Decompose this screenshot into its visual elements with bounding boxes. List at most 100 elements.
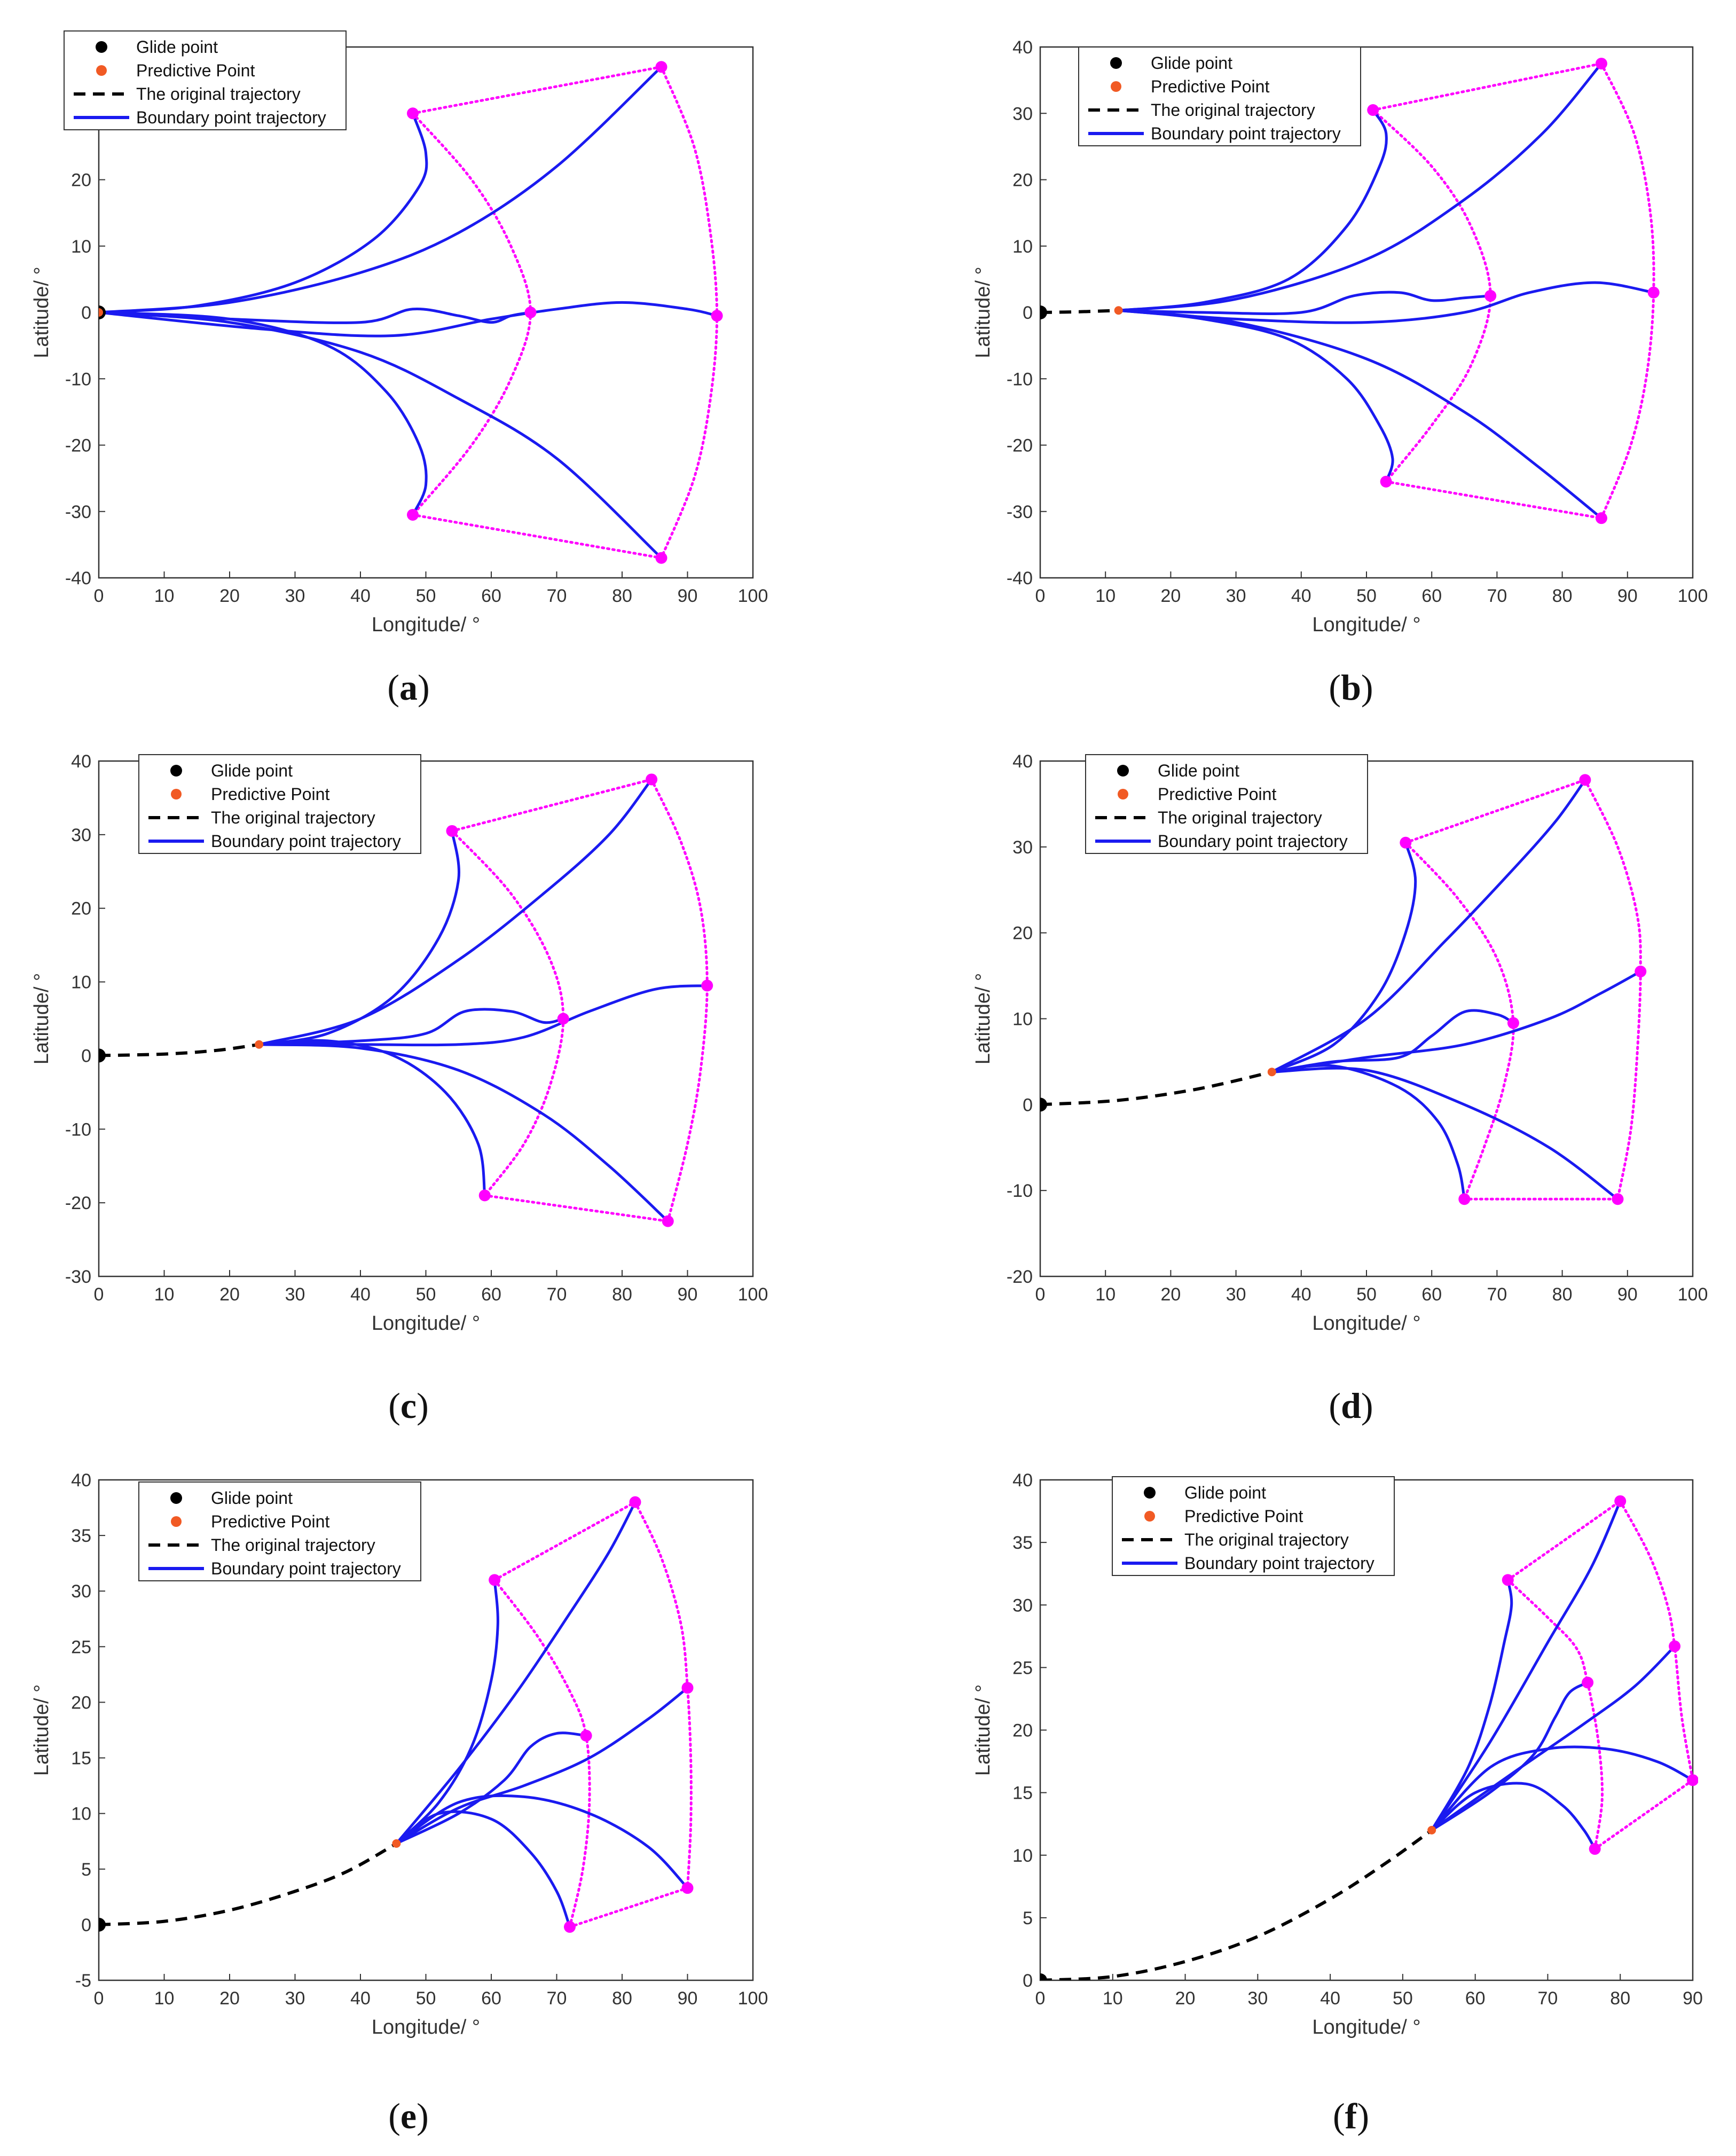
outer-envelope-line [1600, 62, 1655, 520]
top-envelope-link [493, 1501, 637, 1581]
y-tick-label: 30 [1012, 1595, 1033, 1616]
y-tick-label: -5 [75, 1971, 91, 1991]
x-tick-label: 0 [1035, 586, 1046, 606]
legend-label: Glide point [211, 761, 293, 780]
x-tick-label: 90 [678, 1988, 698, 2009]
x-tick-label: 20 [219, 1284, 240, 1305]
legend-box [64, 30, 347, 130]
y-tick-label: 30 [1012, 104, 1033, 124]
boundary-trajectory-line [1117, 309, 1603, 520]
panel-caption: (f) [1333, 2096, 1369, 2136]
x-tick-label: 40 [350, 586, 371, 606]
legend: Glide point Predictive Point The original … [1112, 1476, 1395, 1576]
legend-label: The original trajectory [1151, 100, 1315, 120]
boundary-trajectory-line [99, 112, 428, 314]
boundary-trajectory-line [395, 1501, 637, 1845]
y-tick-label: 0 [81, 303, 91, 323]
x-tick-label: 20 [219, 1988, 240, 2009]
legend-label: Boundary point trajectory [211, 832, 401, 851]
y-tick-label: 25 [71, 1637, 91, 1657]
x-tick-label: 40 [1291, 1284, 1311, 1305]
bottom-envelope-link [411, 513, 663, 560]
legend-predictive-icon [1111, 81, 1121, 92]
x-tick-label: 90 [1617, 1284, 1638, 1305]
y-tick-label: -40 [1007, 568, 1033, 589]
legend-glide-icon [96, 41, 107, 53]
y-tick-label: 30 [1012, 837, 1033, 858]
boundary-endpoint-marker [681, 1882, 694, 1894]
y-tick-label: -30 [1007, 502, 1033, 522]
boundary-trajectory-line [257, 984, 709, 1047]
x-tick-label: 30 [1247, 1988, 1268, 2009]
y-tick-label: 20 [1012, 170, 1033, 191]
x-tick-label: 0 [1035, 1284, 1046, 1305]
boundary-trajectory-line [99, 311, 428, 516]
y-tick-label: -20 [1007, 1267, 1033, 1287]
x-tick-label: 70 [547, 586, 567, 606]
y-tick-label: 20 [1012, 1721, 1033, 1741]
x-tick-label: 50 [416, 586, 436, 606]
legend-label: Predictive Point [211, 1512, 329, 1531]
boundary-trajectory-line [1270, 1064, 1466, 1201]
boundary-endpoint-marker [446, 825, 458, 837]
legend-label: Glide point [1158, 761, 1239, 780]
y-tick-label: 0 [81, 1046, 91, 1066]
x-tick-label: 30 [285, 1284, 305, 1305]
panel-caption: (d) [1329, 1385, 1373, 1426]
x-tick-label: 60 [1421, 586, 1442, 606]
legend-glide-icon [170, 1492, 182, 1504]
x-tick-label: 70 [1487, 1284, 1507, 1305]
boundary-endpoint-marker [1507, 1017, 1519, 1029]
legend: Glide point Predictive Point The original … [1078, 46, 1361, 146]
x-tick-label: 80 [612, 1284, 632, 1305]
top-envelope-link [1506, 1500, 1622, 1581]
x-axis-label: Longitude/ ° [1312, 1312, 1420, 1335]
predictive-point-marker [1267, 1068, 1276, 1077]
x-tick-label: 70 [1487, 586, 1507, 606]
x-tick-label: 0 [94, 586, 104, 606]
glide-point-marker [99, 1048, 106, 1063]
x-tick-label: 10 [154, 1988, 175, 2009]
plot-area [1040, 774, 1647, 1205]
x-tick-label: 100 [1678, 586, 1708, 606]
legend-label: Boundary point trajectory [211, 1559, 401, 1578]
x-tick-label: 0 [94, 1284, 104, 1305]
y-tick-label: 25 [1012, 1658, 1033, 1678]
x-tick-label: 40 [1320, 1988, 1340, 2009]
y-tick-label: -40 [65, 568, 91, 589]
predictive-point-marker [1114, 306, 1123, 315]
x-tick-label: 90 [1683, 1988, 1703, 2009]
boundary-endpoint-marker [557, 1013, 569, 1025]
y-tick-label: 35 [1012, 1533, 1033, 1553]
original-trajectory-line [99, 1842, 397, 1926]
boundary-trajectory-line [1270, 841, 1417, 1073]
x-axis-label: Longitude/ ° [372, 614, 480, 636]
glide-point-marker [1040, 305, 1047, 319]
legend-label: Predictive Point [1151, 77, 1269, 96]
panel-a: 0 10 20 30 40 50 60 70 80 90 100 -40 -30 -20 -10 0 10 20 L… [30, 30, 768, 708]
boundary-endpoint-marker [1582, 1676, 1594, 1689]
panel-caption: (b) [1329, 667, 1373, 708]
x-tick-label: 60 [1421, 1284, 1442, 1305]
x-tick-label: 80 [612, 1988, 632, 2009]
legend-glide-icon [170, 765, 182, 777]
x-tick-label: 100 [738, 586, 768, 606]
boundary-endpoint-marker [1400, 836, 1412, 849]
boundary-trajectory-line [1430, 1578, 1513, 1832]
y-tick-label: 40 [1012, 37, 1033, 58]
y-tick-label: -20 [65, 1193, 91, 1213]
boundary-endpoint-marker [1484, 289, 1497, 302]
y-tick-label: 35 [71, 1526, 91, 1546]
boundary-trajectory-line [1117, 309, 1394, 483]
y-tick-label: 40 [71, 751, 91, 772]
x-tick-label: 0 [94, 1988, 104, 2009]
original-trajectory-line [1040, 1070, 1272, 1107]
legend-glide-icon [1110, 57, 1122, 69]
y-tick-label: 0 [1023, 1095, 1033, 1115]
legend-label: Predictive Point [136, 61, 255, 80]
x-tick-label: 80 [1610, 1988, 1630, 2009]
boundary-endpoint-marker [489, 1574, 501, 1586]
outer-envelope-line [1619, 1500, 1694, 1782]
boundary-trajectory-line [1117, 108, 1388, 312]
outer-envelope-line [1583, 778, 1642, 1201]
